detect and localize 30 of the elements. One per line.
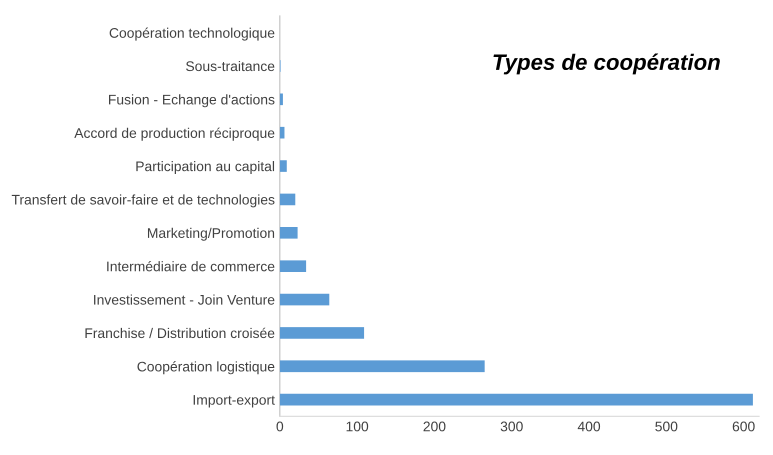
bar bbox=[280, 194, 296, 206]
bar bbox=[280, 126, 284, 139]
bar bbox=[280, 94, 283, 106]
x-tick-label: 100 bbox=[346, 422, 368, 432]
y-tick-label: Franchise / Distribution croisée bbox=[85, 328, 274, 338]
x-tick-label: 600 bbox=[732, 422, 755, 432]
y-tick-label: Investissement - Join Venture bbox=[94, 294, 274, 305]
x-tick-label: 200 bbox=[424, 422, 446, 432]
x-tick-label: 400 bbox=[578, 422, 600, 432]
y-tick-label: Import-export bbox=[194, 395, 275, 408]
y-tick-label: Marketing/Promotion bbox=[148, 228, 274, 241]
bar bbox=[280, 294, 330, 306]
bar bbox=[280, 260, 306, 272]
y-tick-label: Transfert de savoir-faire et de technologies bbox=[12, 194, 274, 208]
y-tick-label: Fusion - Echange d'actions bbox=[109, 94, 274, 108]
y-tick-label: Coopération logistique bbox=[137, 361, 274, 374]
x-tick-label: 0 bbox=[276, 422, 284, 432]
y-tick-label: Participation au capital bbox=[136, 161, 274, 174]
x-tick-label: 500 bbox=[655, 422, 678, 432]
bar bbox=[280, 327, 364, 339]
y-tick-label: Intermédiaire de commerce bbox=[107, 260, 274, 272]
bar bbox=[280, 226, 298, 239]
y-tick-label: Sous-traitance bbox=[186, 60, 274, 72]
bar bbox=[280, 360, 485, 372]
bar bbox=[280, 394, 753, 406]
y-tick-label: Accord de production réciproque bbox=[74, 128, 274, 141]
y-tick-label: Coopération technologique bbox=[110, 27, 274, 41]
x-tick-label: 300 bbox=[500, 422, 523, 432]
bar bbox=[280, 160, 287, 172]
text: Types de coopération bbox=[493, 54, 720, 74]
